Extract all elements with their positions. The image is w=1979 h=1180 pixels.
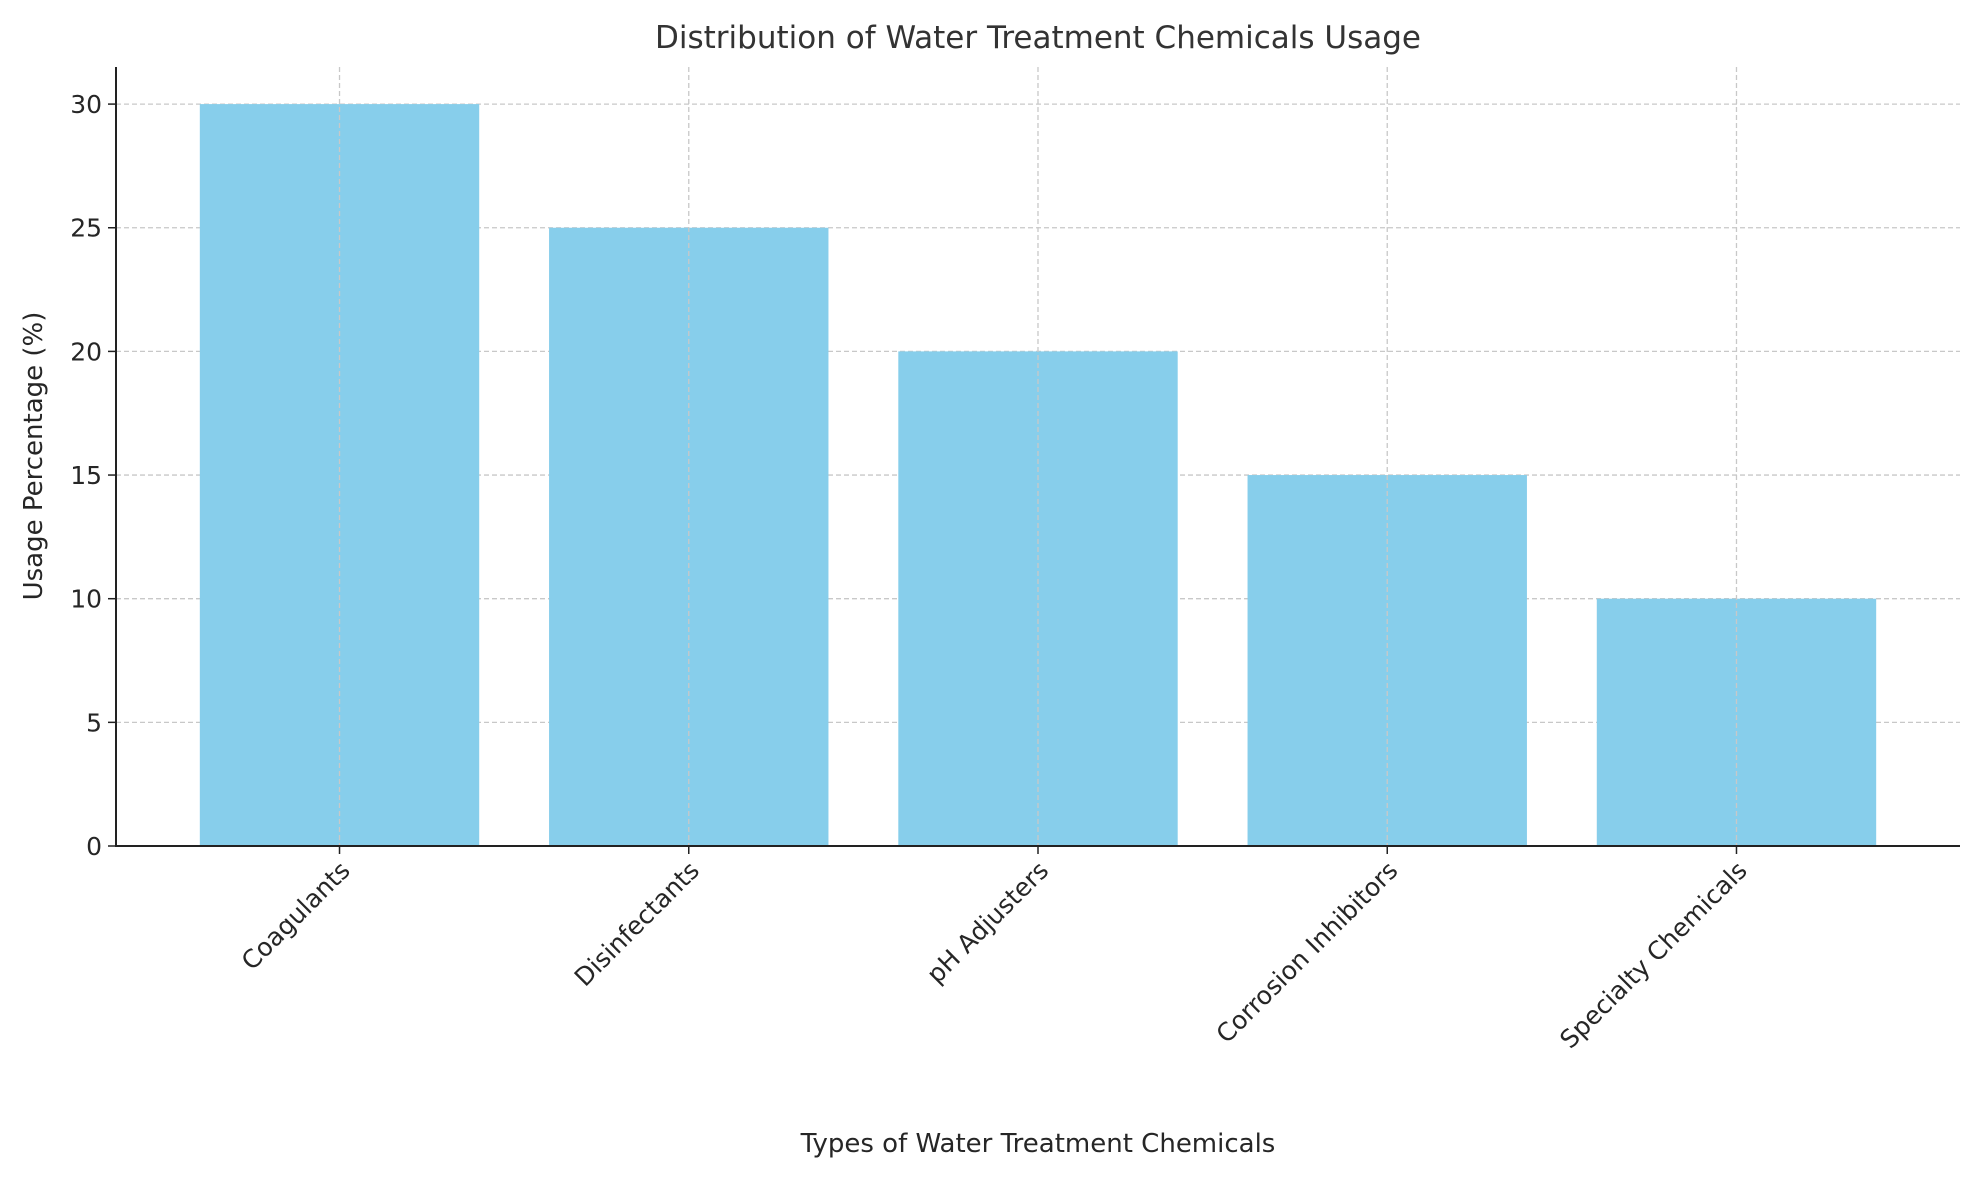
vertical-grid — [338, 67, 1738, 846]
x-tick-label: Corrosion Inhibitors — [1211, 856, 1404, 1049]
x-axis-label: Types of Water Treatment Chemicals — [800, 1129, 1276, 1159]
y-ticks: 0 5 10 15 20 25 30 — [70, 90, 116, 861]
y-tick-label: 5 — [86, 708, 102, 737]
y-tick-label: 0 — [86, 832, 102, 861]
x-ticks: Coagulants Disinfectants pH Adjusters Corro… — [236, 846, 1753, 1054]
bar-disinfectants — [549, 227, 829, 846]
chart-title: Distribution of Water Treatment Chemical… — [655, 20, 1421, 56]
y-tick-label: 15 — [70, 461, 102, 490]
x-tick-label: Disinfectants — [569, 856, 705, 992]
y-tick-label: 20 — [70, 337, 102, 366]
x-tick-label: Coagulants — [236, 856, 356, 976]
x-tick-label: Specialty Chemicals — [1554, 856, 1752, 1054]
y-tick-label: 25 — [70, 214, 102, 243]
x-tick-label: pH Adjusters — [921, 856, 1054, 989]
y-axis-label: Usage Percentage (%) — [19, 312, 49, 601]
y-tick-label: 30 — [70, 90, 102, 119]
y-tick-label: 10 — [70, 585, 102, 614]
